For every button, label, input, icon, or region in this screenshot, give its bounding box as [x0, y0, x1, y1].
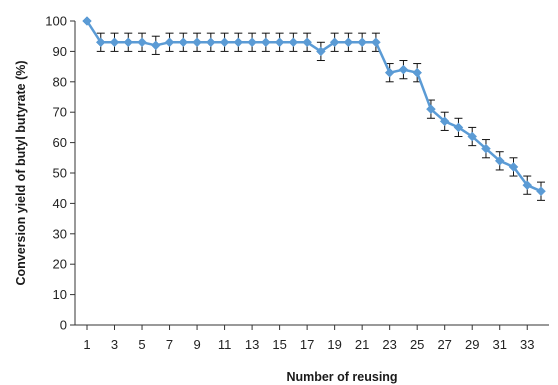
x-tick-label: 33: [520, 337, 534, 352]
y-tick-label: 40: [53, 196, 67, 211]
data-point: [220, 38, 229, 47]
x-tick-label: 11: [218, 337, 232, 352]
data-point: [399, 65, 408, 74]
data-point: [537, 187, 546, 196]
x-tick-label: 19: [327, 337, 341, 352]
y-tick-label: 50: [53, 166, 67, 181]
data-point: [206, 38, 215, 47]
y-axis-ticks: 0 10 20 30 40 50 60 70 80 90 100: [45, 14, 75, 333]
data-point: [124, 38, 133, 47]
y-tick-label: 90: [53, 44, 67, 59]
x-tick-label: 31: [492, 337, 506, 352]
data-point: [110, 38, 119, 47]
x-axis-ticks: 1 3 5 7 9 11 13 15 17 19 21 23 25 27 29 31 33: [83, 325, 534, 352]
x-tick-label: 3: [111, 337, 118, 352]
y-tick-label: 60: [53, 135, 67, 150]
data-point: [234, 38, 243, 47]
data-point: [385, 68, 394, 77]
x-tick-label: 7: [166, 337, 173, 352]
data-point: [344, 38, 353, 47]
x-tick-label: 9: [193, 337, 200, 352]
x-tick-label: 23: [382, 337, 396, 352]
x-tick-label: 15: [272, 337, 286, 352]
x-axis-title: Number of reusing: [286, 370, 397, 384]
data-point: [413, 68, 422, 77]
data-point: [289, 38, 298, 47]
y-tick-label: 80: [53, 74, 67, 89]
data-point: [275, 38, 284, 47]
data-point: [179, 38, 188, 47]
x-tick-label: 1: [83, 337, 90, 352]
x-tick-label: 29: [465, 337, 479, 352]
y-tick-label: 0: [60, 318, 67, 333]
data-point: [138, 38, 147, 47]
data-point: [261, 38, 270, 47]
error-bars: [97, 33, 545, 200]
data-point: [193, 38, 202, 47]
data-point: [165, 38, 174, 47]
data-point: [151, 41, 160, 50]
data-point: [371, 38, 380, 47]
x-tick-label: 27: [437, 337, 451, 352]
x-tick-label: 5: [138, 337, 145, 352]
data-point: [358, 38, 367, 47]
y-tick-label: 30: [53, 226, 67, 241]
x-tick-label: 21: [355, 337, 369, 352]
x-tick-label: 13: [245, 337, 259, 352]
y-axis-title: Conversion yield of butyl butyrate (%): [14, 60, 28, 285]
data-point: [248, 38, 257, 47]
x-tick-label: 17: [300, 337, 314, 352]
y-tick-label: 20: [53, 257, 67, 272]
y-tick-label: 100: [45, 14, 67, 29]
x-tick-label: 25: [410, 337, 424, 352]
y-tick-label: 10: [53, 287, 67, 302]
y-tick-label: 70: [53, 105, 67, 120]
